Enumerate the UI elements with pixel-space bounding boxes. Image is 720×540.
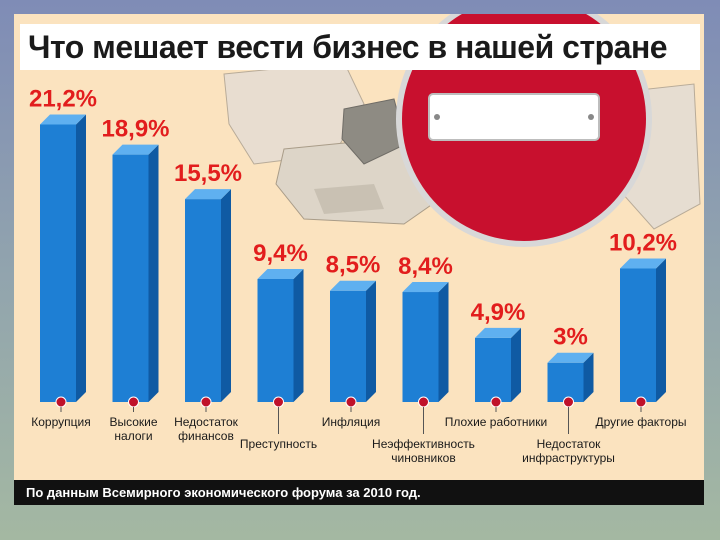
category-label: Недостаток <box>537 437 602 451</box>
bar-front <box>475 337 511 402</box>
bar <box>547 352 594 402</box>
no-entry-sign-icon <box>396 14 652 247</box>
data-label: 18,9% <box>101 116 169 143</box>
bar-top <box>40 114 86 125</box>
bar <box>257 268 304 402</box>
bar-top <box>257 268 304 279</box>
category-marker <box>635 396 647 408</box>
bar-side <box>148 144 159 402</box>
category-marker <box>418 396 429 408</box>
bar-front <box>402 292 439 402</box>
category-label: Плохие работники <box>445 415 547 429</box>
bar <box>330 280 376 402</box>
data-label: 15,5% <box>174 160 242 187</box>
bar-front <box>112 154 149 402</box>
bar-side <box>511 327 521 402</box>
category-label: Неэффективность <box>372 437 475 451</box>
bar-top <box>620 258 666 269</box>
category-label: Высокие <box>109 415 157 429</box>
category-label: Недостаток <box>174 415 239 429</box>
bar-top <box>112 144 159 155</box>
data-label: 4,9% <box>471 299 526 326</box>
bar <box>185 189 231 402</box>
bar-top <box>475 327 521 338</box>
bar <box>475 327 521 402</box>
data-label: 8,5% <box>326 252 381 279</box>
category-marker <box>128 396 139 408</box>
bar-front <box>547 362 584 402</box>
category-label: финансов <box>178 429 234 443</box>
category-marker <box>200 396 212 408</box>
bar-front <box>185 199 221 402</box>
bar-front <box>330 290 366 402</box>
bar-front <box>620 268 656 402</box>
source-footnote: По данным Всемирного экономического фору… <box>14 480 704 505</box>
category-marker <box>273 396 284 408</box>
data-label: 10,2% <box>609 229 677 256</box>
bar-top <box>402 282 449 293</box>
category-marker <box>55 396 67 408</box>
bar-front <box>257 278 294 402</box>
chart-title: Что мешает вести бизнес в нашей стране <box>20 24 700 70</box>
bar-side <box>583 352 594 402</box>
bar-side <box>656 258 666 402</box>
bar-side <box>293 268 304 402</box>
bar-top <box>547 352 594 363</box>
bar-top <box>185 189 231 200</box>
bar-side <box>438 282 449 402</box>
bar-top <box>330 280 376 291</box>
data-label: 8,4% <box>398 253 453 280</box>
data-label: 3% <box>553 324 588 351</box>
category-marker <box>345 396 357 408</box>
bar <box>402 282 449 402</box>
bar <box>40 114 86 403</box>
category-label: чиновников <box>391 451 455 465</box>
category-label: налоги <box>114 429 152 443</box>
data-label: 9,4% <box>253 240 308 267</box>
category-label: Преступность <box>240 437 317 451</box>
bar-front <box>40 124 76 403</box>
category-label: инфраструктуры <box>522 451 615 465</box>
infographic-card: 21,2% Коррупция 18,9% Высокие налоги 15,5% Нед… <box>14 14 704 505</box>
category-marker <box>563 396 574 408</box>
data-label: 21,2% <box>29 85 97 112</box>
bar-side <box>366 280 376 402</box>
category-label: Инфляция <box>322 415 380 429</box>
bar-side <box>76 114 86 403</box>
category-label: Другие факторы <box>595 415 686 429</box>
bar <box>112 144 159 402</box>
bar <box>620 258 666 402</box>
category-marker <box>490 396 502 408</box>
category-label: Коррупция <box>31 415 90 429</box>
bar-side <box>221 189 231 402</box>
